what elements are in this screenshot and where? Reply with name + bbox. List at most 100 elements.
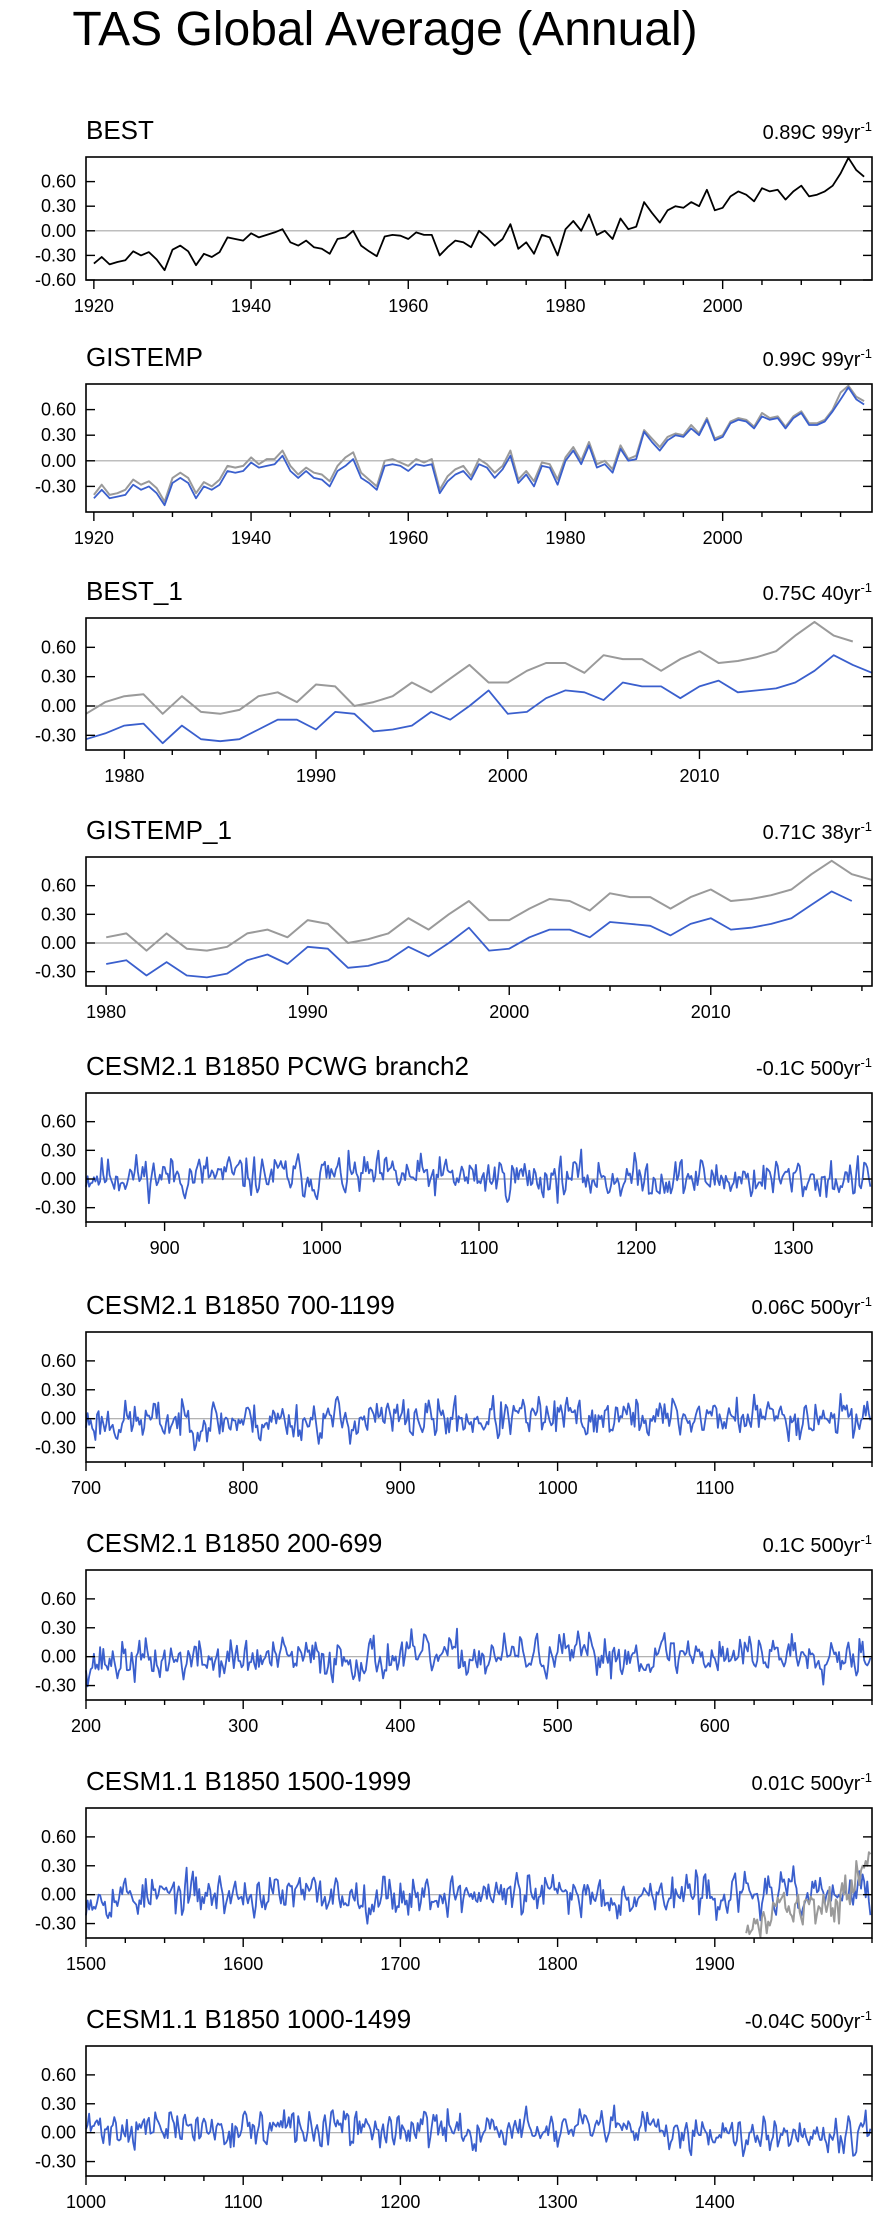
- y-tick-label: 0.60: [41, 637, 76, 657]
- panel-stat-value: 0.71C 38yr: [763, 822, 861, 844]
- panel-stat-value: -0.1C 500yr: [756, 1058, 861, 1080]
- y-tick-label: 0.30: [41, 904, 76, 924]
- x-tick-label: 1920: [74, 528, 114, 548]
- y-tick-label: 0.60: [41, 2065, 76, 2085]
- plot-frame: [85, 856, 873, 987]
- y-tick-label: 0.00: [41, 1169, 76, 1189]
- panel-title: CESM1.1 B1850 1000-1499: [86, 2004, 411, 2034]
- y-tick-label: 0.00: [41, 2123, 76, 2143]
- series-line-2: [85, 654, 873, 745]
- x-tick-label: 1100: [695, 1478, 734, 1498]
- x-tick-label: 1960: [388, 528, 428, 548]
- chart-panel-2: GISTEMP 0.99C 99yr-1 0.60 0.30 0.00 -0.30 1920…: [35, 342, 873, 548]
- y-tick-label: 0.30: [41, 1140, 76, 1160]
- panel-stat-value: 0.01C 500yr: [751, 1773, 860, 1795]
- series-line-1: [85, 1148, 872, 1205]
- y-tick-label: 0.60: [41, 1589, 76, 1609]
- x-tick-label: 900: [385, 1478, 415, 1498]
- plot-frame: [85, 617, 873, 751]
- series-line-2: [93, 386, 865, 507]
- x-tick-label: 2000: [703, 296, 743, 316]
- y-tick-label: -0.30: [35, 1914, 76, 1934]
- panel-stat-superscript: -1: [860, 1532, 872, 1547]
- x-tick-label: 2010: [679, 766, 719, 786]
- x-tick-label: 2000: [488, 766, 528, 786]
- series-line-2: [745, 1851, 872, 1938]
- x-tick-label: 800: [228, 1478, 258, 1498]
- x-tick-label: 500: [543, 1716, 573, 1736]
- y-tick-label: 0.00: [41, 933, 76, 953]
- y-tick-label: 0.60: [41, 400, 76, 420]
- x-tick-label: 1300: [773, 1238, 813, 1258]
- y-tick-label: -0.30: [35, 1198, 76, 1218]
- x-tick-label: 200: [71, 1716, 101, 1736]
- panel-stat: -0.04C 500yr-1: [745, 2008, 872, 2033]
- x-tick-label: 1800: [538, 1954, 578, 1974]
- panel-stat-superscript: -1: [860, 2008, 872, 2023]
- chart-panel-6: CESM2.1 B1850 700-1199 0.06C 500yr-1 0.60 0…: [35, 1290, 873, 1498]
- y-tick-label: 0.30: [41, 1380, 76, 1400]
- plot-frame: [85, 383, 873, 513]
- y-tick-label: 0.00: [41, 696, 76, 716]
- panel-stat: 0.1C 500yr-1: [763, 1532, 872, 1557]
- chart-panel-8: CESM1.1 B1850 1500-1999 0.01C 500yr-1 0.60…: [35, 1766, 873, 1974]
- x-tick-label: 1500: [66, 1954, 106, 1974]
- chart-panel-5: CESM2.1 B1850 PCWG branch2 -0.1C 500yr-1 0…: [35, 1051, 873, 1258]
- panel-title: BEST: [86, 115, 154, 145]
- chart-panel-3: BEST_1 0.75C 40yr-1 0.60 0.30 0.00 -0.30 1980 1…: [35, 576, 873, 786]
- panel-stat-superscript: -1: [860, 1770, 872, 1785]
- x-tick-label: 1980: [545, 296, 585, 316]
- x-tick-label: 1900: [695, 1954, 735, 1974]
- y-tick-label: 0.60: [41, 1351, 76, 1371]
- chart-panel-9: CESM1.1 B1850 1000-1499 -0.04C 500yr-1 0.6…: [35, 2004, 873, 2212]
- x-tick-label: 1700: [380, 1954, 420, 1974]
- plot-frame: [85, 1092, 873, 1223]
- chart-panel-7: CESM2.1 B1850 200-699 0.1C 500yr-1 0.60 0.3…: [35, 1528, 873, 1736]
- x-tick-label: 900: [150, 1238, 180, 1258]
- series-line-1: [85, 2104, 872, 2158]
- x-tick-label: 1960: [388, 296, 428, 316]
- panel-stat-superscript: -1: [860, 819, 872, 834]
- y-tick-label: 0.60: [41, 172, 76, 192]
- plot-frame: [85, 2045, 873, 2177]
- panel-stat-superscript: -1: [860, 1055, 872, 1070]
- panel-stat-value: 0.75C 40yr: [763, 583, 861, 605]
- panel-stat-value: 0.99C 99yr: [763, 349, 861, 371]
- x-tick-label: 1000: [538, 1478, 578, 1498]
- panel-stat-superscript: -1: [860, 1294, 872, 1309]
- x-tick-label: 1920: [74, 296, 114, 316]
- y-tick-label: -0.60: [35, 270, 76, 290]
- y-tick-label: 0.00: [41, 1885, 76, 1905]
- y-tick-label: 0.00: [41, 1409, 76, 1429]
- x-tick-label: 1400: [695, 2192, 735, 2212]
- y-tick-label: -0.30: [35, 245, 76, 265]
- panel-stat-value: 0.1C 500yr: [763, 1535, 861, 1557]
- panel-title: BEST_1: [86, 576, 183, 606]
- y-tick-label: 0.30: [41, 1618, 76, 1638]
- panel-stat: 0.71C 38yr-1: [763, 819, 872, 844]
- series-line-1: [93, 384, 865, 503]
- x-tick-label: 1980: [86, 1002, 126, 1022]
- panel-title: CESM1.1 B1850 1500-1999: [86, 1766, 411, 1796]
- series-line-1: [85, 1393, 872, 1452]
- y-tick-label: 0.30: [41, 1856, 76, 1876]
- x-tick-label: 2000: [703, 528, 743, 548]
- series-line-1: [93, 156, 865, 272]
- x-tick-label: 1000: [66, 2192, 106, 2212]
- series-line-2: [106, 890, 853, 979]
- x-tick-label: 1980: [104, 766, 144, 786]
- panel-stat: 0.01C 500yr-1: [751, 1770, 872, 1795]
- x-tick-label: 600: [700, 1716, 730, 1736]
- y-tick-label: 0.60: [41, 1112, 76, 1132]
- y-tick-label: 0.60: [41, 1827, 76, 1847]
- panel-title: CESM2.1 B1850 700-1199: [86, 1290, 395, 1320]
- x-tick-label: 1990: [296, 766, 336, 786]
- x-tick-label: 1940: [231, 528, 271, 548]
- x-tick-label: 1980: [545, 528, 585, 548]
- panel-stat-superscript: -1: [860, 119, 872, 134]
- panel-stat-superscript: -1: [860, 580, 872, 595]
- panel-title: GISTEMP: [86, 342, 203, 372]
- figure-title: TAS Global Average (Annual): [72, 3, 698, 56]
- series-line-1: [85, 620, 854, 715]
